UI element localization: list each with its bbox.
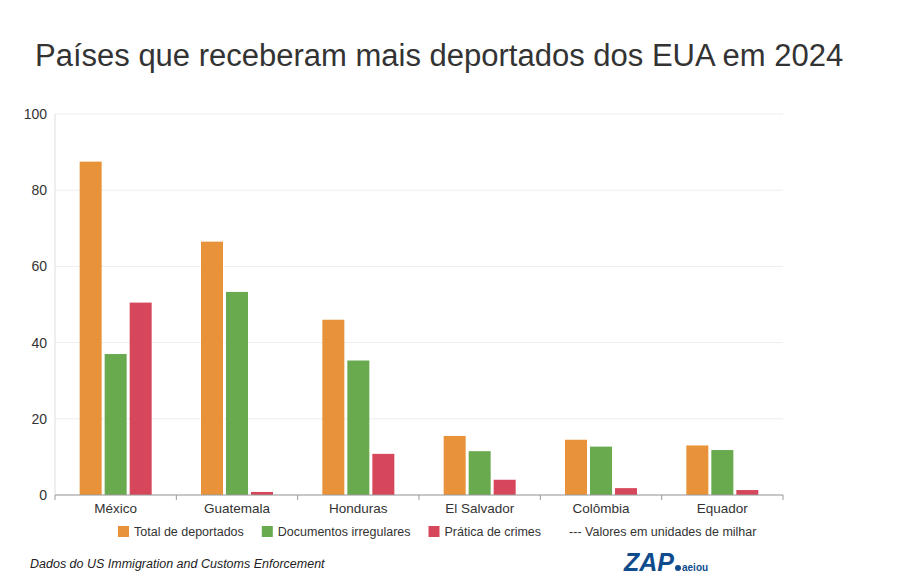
bar <box>130 303 152 495</box>
legend-label: Prática de crimes <box>445 525 542 539</box>
bar <box>736 490 758 495</box>
x-tick-label: Honduras <box>329 501 388 516</box>
bar <box>711 450 733 495</box>
bar <box>615 488 637 495</box>
title: Países que receberam mais deportados dos… <box>35 38 843 73</box>
x-tick-label: Guatemala <box>204 501 271 516</box>
bar <box>590 447 612 495</box>
logo-dot <box>675 565 681 571</box>
y-tick-label: 0 <box>39 487 47 503</box>
bar <box>80 162 102 495</box>
source: Dados do US Immigration and Customs Enfo… <box>30 557 325 571</box>
bar <box>372 454 394 495</box>
x-tick-label: México <box>94 501 137 516</box>
x-tick-label: El Salvador <box>445 501 515 516</box>
bar <box>347 361 369 495</box>
bar <box>686 445 708 495</box>
legend-swatch <box>262 526 273 537</box>
x-tick <box>419 495 420 500</box>
legend-label: Documentos irregulares <box>278 525 411 539</box>
logo-suffix: aeiou <box>682 562 708 573</box>
x-tick <box>783 495 784 500</box>
y-axis <box>55 114 56 495</box>
grid-line <box>55 342 783 343</box>
x-tick <box>661 495 662 500</box>
x-tick-label: Colômbia <box>572 501 630 516</box>
y-tick-label: 20 <box>31 411 47 427</box>
x-tick <box>540 495 541 500</box>
bar <box>226 292 248 495</box>
x-tick <box>176 495 177 500</box>
x-tick <box>55 495 56 500</box>
y-tick-label: 40 <box>31 335 47 351</box>
grid-line <box>55 266 783 267</box>
bar <box>322 320 344 495</box>
bars <box>80 162 759 495</box>
chart: Países que receberam mais deportados dos… <box>0 0 900 577</box>
y-tick-label: 100 <box>24 106 48 122</box>
bar <box>565 440 587 495</box>
x-tick <box>297 495 298 500</box>
logo: ZAP <box>623 548 674 576</box>
bar <box>469 451 491 495</box>
x-tick-label: Equador <box>697 501 749 516</box>
note: --- Valores em unidades de milhar <box>569 525 756 539</box>
bar <box>201 242 223 495</box>
bar <box>105 354 127 495</box>
grid-line <box>55 418 783 419</box>
legend-swatch <box>429 526 440 537</box>
legend-swatch <box>118 526 129 537</box>
grid-line <box>55 190 783 191</box>
bar <box>494 480 516 495</box>
y-tick-label: 80 <box>31 182 47 198</box>
y-tick-label: 60 <box>31 258 47 274</box>
grid-line <box>55 114 783 115</box>
legend-label: Total de deportados <box>134 525 244 539</box>
bar <box>444 436 466 495</box>
